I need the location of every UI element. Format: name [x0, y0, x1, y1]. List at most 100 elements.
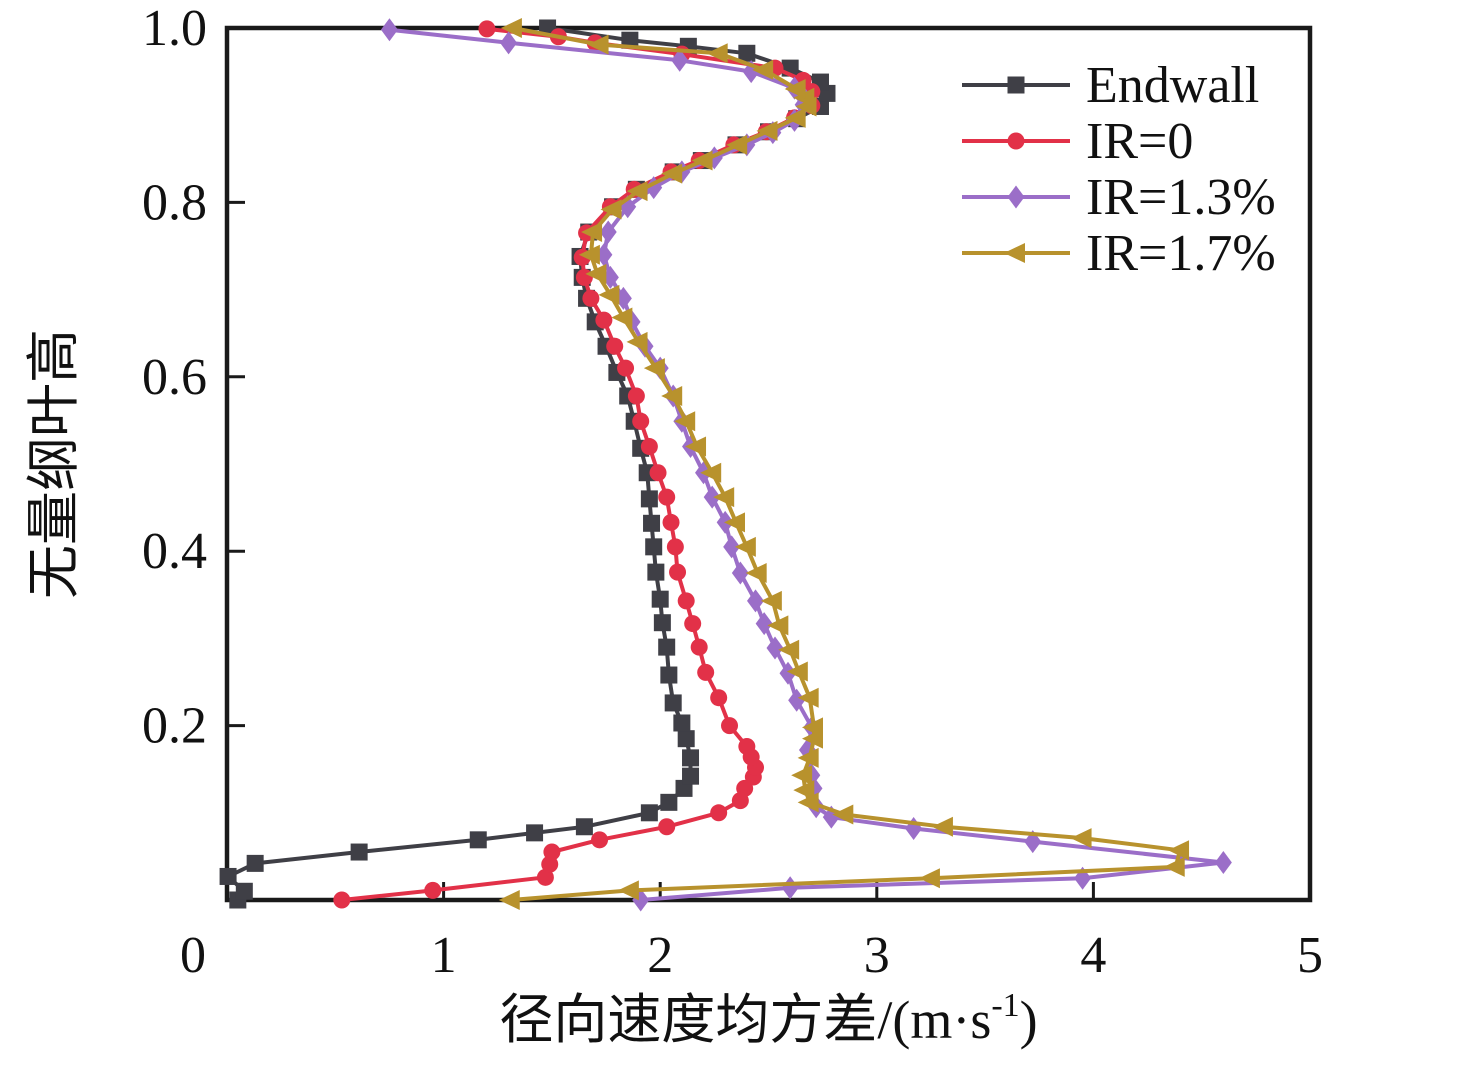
series-marker-IR=1.7% [674, 411, 696, 432]
series-marker-IR=0 [640, 438, 658, 456]
legend-label-Endwall: Endwall [1086, 57, 1259, 114]
series-marker-IR=1.7% [661, 163, 683, 184]
series-marker-IR=1.7% [797, 687, 819, 708]
series-marker-IR=0 [543, 843, 561, 861]
series-marker-IR=1.3% [599, 220, 617, 244]
series-marker-IR=0 [424, 881, 442, 899]
series-marker-IR=1.7% [745, 563, 767, 583]
series-marker-IR=0 [677, 592, 695, 610]
series-line-IR=1.7% [508, 26, 1182, 902]
series-marker-IR=1.7% [791, 765, 813, 786]
series-marker-IR=1.3% [781, 876, 799, 900]
series-marker-Endwall [682, 749, 700, 767]
series-marker-IR=1.7% [752, 59, 774, 80]
series-marker-IR=1.7% [600, 199, 622, 220]
series-line-IR=0 [339, 26, 814, 902]
series-marker-Endwall [469, 831, 487, 849]
series-marker-IR=0 [606, 337, 624, 355]
series-marker-IR=0 [627, 387, 645, 405]
series-marker-IR=0 [582, 289, 600, 307]
series-marker-IR=1.7% [801, 717, 823, 738]
series-marker-IR=0 [591, 831, 609, 849]
y-tick-label: 0.2 [142, 698, 207, 755]
x-tick-label: 3 [864, 927, 890, 984]
series-marker-IR=1.7% [756, 120, 778, 141]
x-axis-title: 径向速度均方差/(m·s-1) [499, 987, 1037, 1050]
series-marker-Endwall [246, 854, 264, 872]
series-marker-IR=0 [666, 538, 684, 556]
series-marker-IR=1.3% [500, 31, 518, 55]
series-marker-Endwall [647, 563, 665, 581]
series-marker-Endwall [673, 714, 691, 732]
series-marker-IR=1.3% [766, 636, 784, 660]
series-marker-IR=1.7% [734, 536, 756, 557]
series-marker-IR=0 [617, 359, 635, 377]
y-tick-label: 1.0 [142, 0, 207, 57]
series-marker-IR=1.3% [747, 589, 765, 613]
series-marker-IR=1.7% [918, 868, 940, 889]
series-marker-IR=0 [478, 20, 496, 38]
y-axis-title: 无量纲叶高 [24, 329, 84, 599]
series-marker-Endwall [682, 767, 700, 785]
series-marker-IR=1.7% [611, 307, 633, 328]
series-marker-IR=1.3% [671, 48, 689, 72]
series-marker-IR=1.7% [643, 358, 665, 379]
plot-border [224, 25, 1313, 903]
series-marker-IR=1.7% [585, 263, 607, 284]
series-marker-Endwall [219, 867, 237, 885]
series-line-Endwall [226, 26, 829, 902]
series-marker-Endwall [235, 882, 253, 900]
series-marker-IR=1.7% [661, 385, 683, 406]
series-marker-IR=0 [669, 563, 687, 581]
series-marker-IR=0 [710, 689, 728, 707]
x-tick-label: 2 [647, 927, 673, 984]
series-marker-Endwall [677, 730, 695, 748]
legend-marker-IR=1.7% [1004, 243, 1025, 263]
series-marker-Endwall [651, 590, 669, 608]
series-marker-IR=0 [658, 488, 676, 506]
series-marker-IR=1.7% [832, 804, 854, 825]
series-marker-IR=0 [658, 818, 676, 836]
series-marker-IR=1.7% [713, 487, 735, 508]
y-tick-label: 0.6 [142, 349, 207, 406]
series-marker-IR=1.7% [760, 590, 782, 611]
series-marker-IR=1.7% [784, 107, 806, 128]
x-tick-label: 5 [1297, 927, 1323, 984]
series-marker-IR=0 [690, 638, 708, 656]
series-marker-IR=1.7% [724, 512, 746, 533]
series-marker-Endwall [660, 666, 678, 684]
series-marker-IR=0 [684, 615, 702, 633]
series-marker-IR=1.3% [755, 612, 773, 636]
y-tick-label: 0.8 [142, 174, 207, 231]
series-marker-IR=1.7% [726, 134, 748, 155]
series-marker-IR=1.7% [797, 747, 819, 768]
series-marker-IR=1.3% [723, 535, 741, 559]
series-marker-IR=1.7% [498, 890, 520, 910]
series-marker-Endwall [660, 793, 678, 811]
series-marker-IR=1.3% [703, 485, 721, 509]
series-marker-IR=1.7% [1070, 828, 1092, 849]
series-marker-IR=1.3% [731, 561, 749, 585]
series-marker-Endwall [640, 804, 658, 822]
x-tick-label: 4 [1080, 927, 1106, 984]
series-marker-Endwall [664, 694, 682, 712]
series-marker-IR=1.7% [786, 661, 808, 682]
series-marker-IR=1.7% [581, 222, 603, 243]
series-marker-Endwall [643, 514, 661, 532]
series-marker-IR=1.7% [1163, 856, 1185, 877]
series-marker-Endwall [621, 31, 639, 49]
series-marker-Endwall [653, 614, 671, 632]
series-marker-Endwall [658, 638, 676, 656]
series-marker-IR=0 [697, 663, 715, 681]
legend-label-IR=1.3%: IR=1.3% [1086, 169, 1276, 226]
series-marker-IR=1.7% [706, 43, 728, 64]
series-marker-IR=1.7% [617, 880, 639, 901]
series-marker-Endwall [575, 818, 593, 836]
legend-label-IR=1.7%: IR=1.7% [1086, 225, 1276, 282]
series-marker-IR=1.7% [931, 816, 953, 837]
legend-label-IR=0: IR=0 [1086, 113, 1193, 170]
series-marker-Endwall [645, 538, 663, 556]
legend-marker-IR=1.3% [1007, 185, 1025, 209]
